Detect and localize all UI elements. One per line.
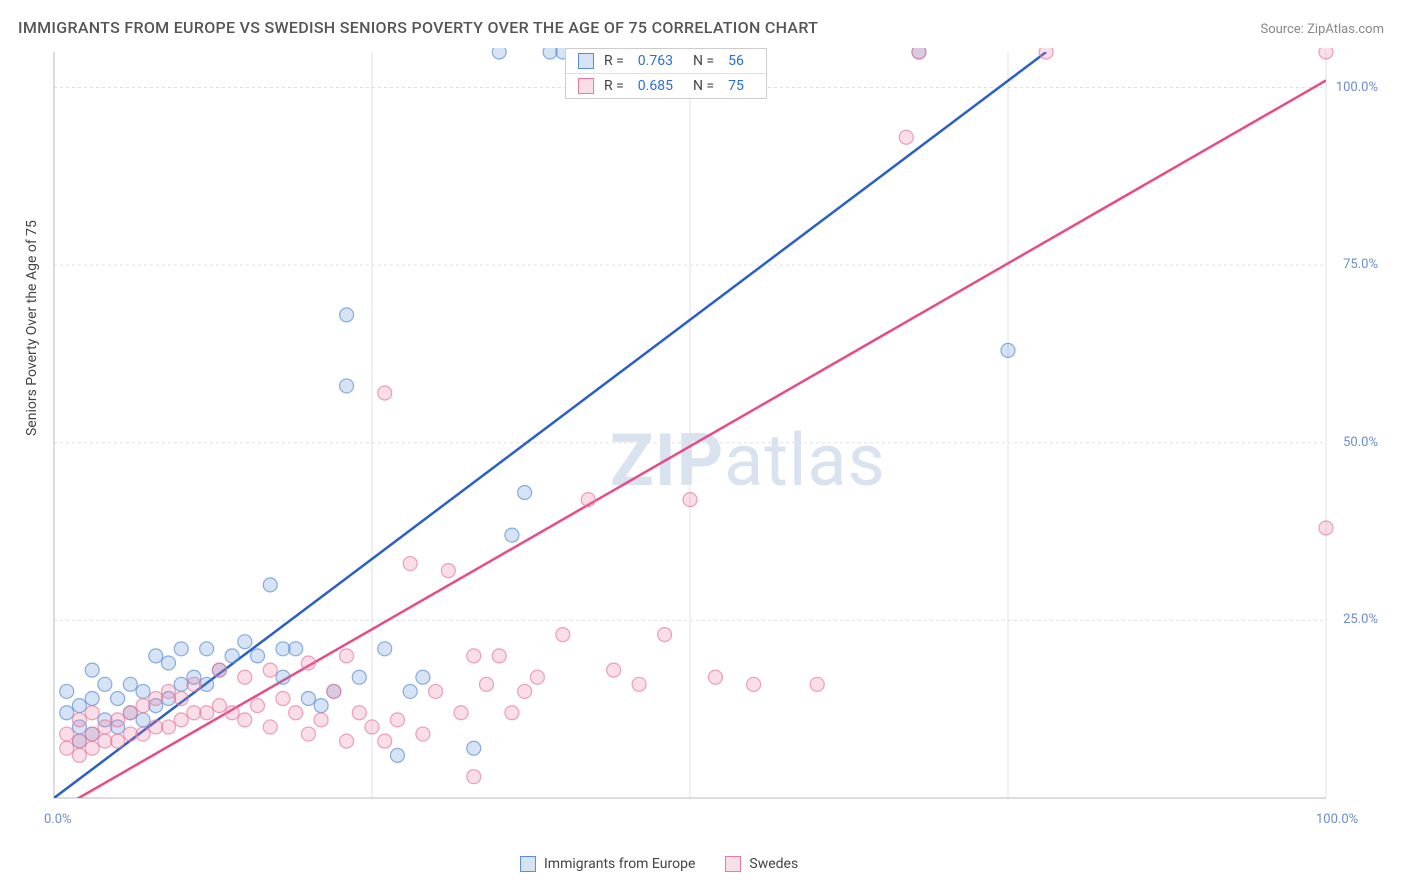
- legend-r-label: R =: [604, 78, 624, 94]
- legend-row: R = 0.685 N = 75: [566, 73, 766, 98]
- legend-n-label: N =: [693, 53, 714, 69]
- x-tick-label: 100.0%: [1316, 812, 1358, 827]
- chart-title: IMMIGRANTS FROM EUROPE VS SWEDISH SENIOR…: [18, 18, 818, 37]
- legend-item: Swedes: [725, 856, 798, 872]
- legend-row: R = 0.763 N = 56: [566, 49, 766, 73]
- y-tick-label: 75.0%: [1343, 257, 1378, 272]
- y-axis-label: Seniors Poverty Over the Age of 75: [24, 220, 40, 436]
- legend-item: Immigrants from Europe: [520, 856, 695, 872]
- legend-r-value: 0.763: [638, 53, 673, 69]
- y-tick-label: 25.0%: [1343, 612, 1378, 627]
- legend-n-value: 56: [728, 53, 744, 69]
- legend-swatch: [520, 856, 536, 872]
- scatter-plot: [50, 48, 1386, 834]
- legend-swatch: [725, 856, 741, 872]
- x-tick-label: 0.0%: [44, 812, 72, 827]
- legend-n-value: 75: [728, 78, 744, 94]
- y-tick-label: 50.0%: [1343, 435, 1378, 450]
- y-tick-label: 100.0%: [1336, 80, 1378, 95]
- legend-n-label: N =: [693, 78, 714, 94]
- source-attribution: Source: ZipAtlas.com: [1260, 22, 1384, 37]
- series-legend: Immigrants from Europe Swedes: [520, 856, 798, 872]
- correlation-legend: R = 0.763 N = 56 R = 0.685 N = 75: [565, 48, 767, 99]
- legend-label: Swedes: [749, 856, 798, 872]
- legend-swatch: [578, 78, 594, 94]
- legend-r-label: R =: [604, 53, 624, 69]
- legend-label: Immigrants from Europe: [544, 856, 695, 872]
- legend-r-value: 0.685: [638, 78, 673, 94]
- chart-area: Seniors Poverty Over the Age of 75 ZIPat…: [50, 48, 1386, 834]
- legend-swatch: [578, 53, 594, 69]
